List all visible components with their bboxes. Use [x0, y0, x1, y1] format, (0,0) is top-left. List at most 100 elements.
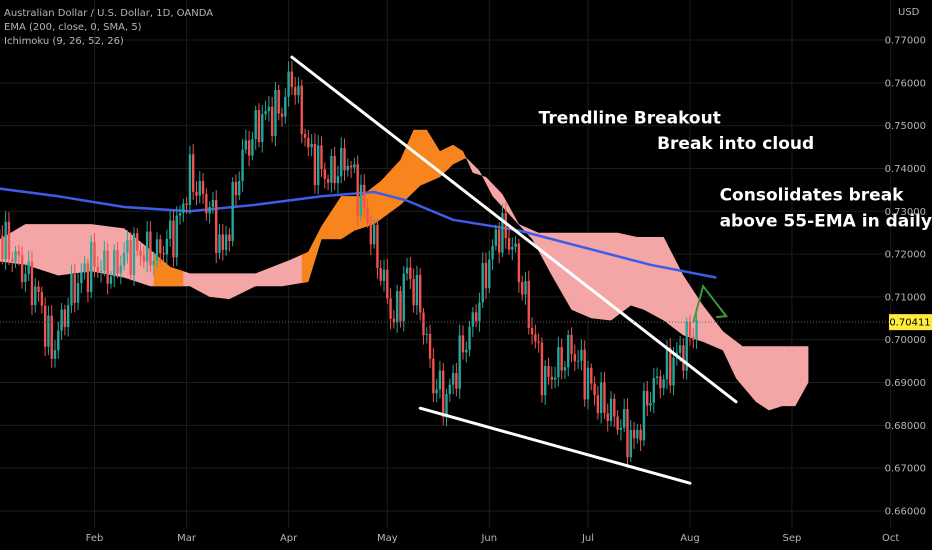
candle-body [537, 341, 540, 343]
candle-body [425, 334, 428, 336]
candle-body [37, 286, 40, 293]
candle-body [695, 319, 698, 340]
candle-body [165, 238, 169, 255]
candle-body [626, 409, 629, 458]
candle [497, 222, 501, 264]
candle-body [399, 291, 402, 322]
candle-body [4, 221, 7, 260]
candle-body [445, 393, 448, 417]
candle [632, 421, 636, 449]
candle [185, 197, 188, 214]
candle [264, 100, 267, 121]
candle-body [60, 309, 63, 331]
candle-body [333, 156, 336, 184]
candle [244, 129, 248, 154]
candle [530, 317, 534, 345]
candle-body [678, 345, 682, 353]
candle-body [274, 89, 277, 137]
trendline-upper[interactable] [290, 55, 738, 404]
candle [346, 158, 350, 177]
candle-body [409, 267, 412, 280]
candle-body [376, 224, 379, 269]
candle [310, 134, 313, 157]
candle-body [136, 233, 139, 251]
candle [409, 257, 412, 290]
x-tick-label: Apr [280, 533, 298, 544]
candle-body [343, 147, 346, 171]
candle-body [471, 312, 475, 327]
candle-body [465, 349, 468, 353]
candle [267, 96, 271, 122]
candle [7, 212, 11, 265]
x-axis[interactable]: Feb Mar Apr May Jun Jul Aug Sep Oct [86, 533, 900, 544]
candle [343, 138, 346, 181]
candle [405, 258, 409, 281]
candle-body [313, 143, 317, 186]
candle [570, 327, 573, 363]
candle-body [474, 312, 478, 322]
candle-body [1, 235, 4, 260]
candle [205, 188, 208, 221]
candle-body [356, 164, 359, 216]
legend: Australian Dollar / U.S. Dollar, 1D, OAN… [4, 8, 213, 47]
candle [642, 382, 646, 447]
candle-body [553, 377, 557, 380]
candle-body [540, 342, 544, 396]
candle [109, 271, 113, 289]
candle [659, 369, 662, 399]
candle [639, 424, 642, 451]
candle [43, 297, 47, 357]
candle [445, 388, 448, 427]
candle-body [494, 229, 498, 246]
candle [145, 220, 149, 272]
candle [649, 392, 652, 412]
candle-body [43, 305, 47, 347]
candle [540, 337, 544, 403]
candle [231, 177, 234, 247]
candle [159, 234, 162, 263]
x-tick-label: Jul [581, 533, 594, 544]
candle-body [93, 241, 96, 267]
candle-body [303, 133, 307, 138]
y-axis[interactable]: USD 0.77000 0.76000 0.75000 0.74000 0.73000 0.… [0, 7, 932, 518]
candle-body [300, 85, 303, 134]
y-tick-label: 0.75000 [885, 121, 926, 132]
candle-body [185, 203, 188, 205]
legend-entry: EMA (200, close, 0, SMA, 5) [4, 22, 142, 33]
candle [363, 174, 366, 219]
candle [395, 284, 399, 333]
candle [563, 361, 567, 380]
candle-body [336, 176, 340, 184]
candle [527, 270, 530, 335]
x-tick-label: Feb [86, 533, 104, 544]
candle-body [366, 207, 369, 223]
ema-200-series [0, 187, 717, 279]
candle [297, 77, 300, 104]
candle [616, 410, 619, 435]
candle [73, 263, 76, 313]
candle-body [501, 213, 504, 253]
candle [435, 378, 438, 403]
candle-body [195, 191, 198, 196]
candle [201, 172, 205, 204]
candle [622, 398, 626, 433]
trendline-lower[interactable] [418, 406, 692, 485]
candle-body [488, 259, 491, 289]
cloud-bullish-area [153, 252, 184, 287]
candle [277, 84, 280, 121]
candle-body [287, 71, 290, 97]
candle [132, 227, 136, 286]
candle-body [419, 274, 422, 313]
candle [155, 232, 159, 269]
candle-body [534, 334, 537, 342]
candle-body [389, 298, 392, 319]
candle-body [191, 154, 195, 192]
candle [415, 265, 419, 316]
candle-body [261, 114, 264, 143]
candle [1, 225, 4, 265]
last-price-label: 0.70411 [889, 318, 930, 329]
candle-body [142, 255, 146, 262]
candle-body [182, 203, 185, 213]
y-tick-label: 0.73000 [885, 207, 926, 218]
